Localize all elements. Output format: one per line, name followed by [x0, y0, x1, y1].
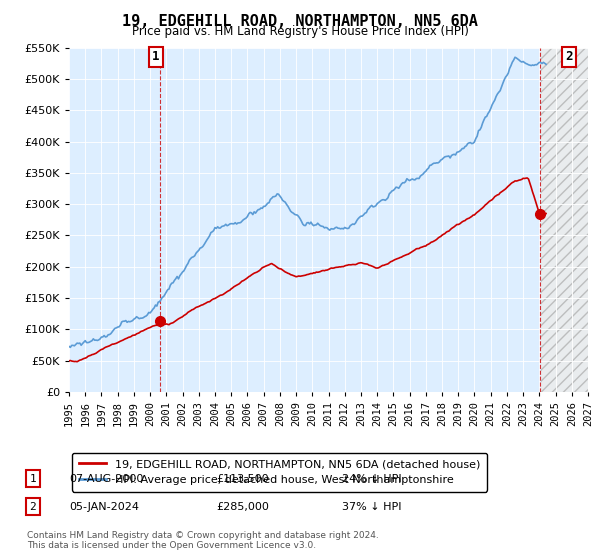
Text: 37% ↓ HPI: 37% ↓ HPI — [342, 502, 401, 512]
Text: Price paid vs. HM Land Registry's House Price Index (HPI): Price paid vs. HM Land Registry's House … — [131, 25, 469, 38]
Text: 07-AUG-2000: 07-AUG-2000 — [69, 474, 143, 484]
Legend: 19, EDGEHILL ROAD, NORTHAMPTON, NN5 6DA (detached house), HPI: Average price, de: 19, EDGEHILL ROAD, NORTHAMPTON, NN5 6DA … — [72, 452, 487, 492]
Text: 1: 1 — [29, 474, 37, 484]
Text: 2: 2 — [29, 502, 37, 512]
Text: 19, EDGEHILL ROAD, NORTHAMPTON, NN5 6DA: 19, EDGEHILL ROAD, NORTHAMPTON, NN5 6DA — [122, 14, 478, 29]
Text: 1: 1 — [152, 50, 160, 63]
Text: £285,000: £285,000 — [216, 502, 269, 512]
Text: 2: 2 — [565, 50, 573, 63]
Text: £113,500: £113,500 — [216, 474, 269, 484]
Bar — [541, 48, 588, 392]
Text: 05-JAN-2024: 05-JAN-2024 — [69, 502, 139, 512]
Bar — [541, 48, 588, 392]
Text: 24% ↓ HPI: 24% ↓ HPI — [342, 474, 401, 484]
Text: Contains HM Land Registry data © Crown copyright and database right 2024.
This d: Contains HM Land Registry data © Crown c… — [27, 530, 379, 550]
